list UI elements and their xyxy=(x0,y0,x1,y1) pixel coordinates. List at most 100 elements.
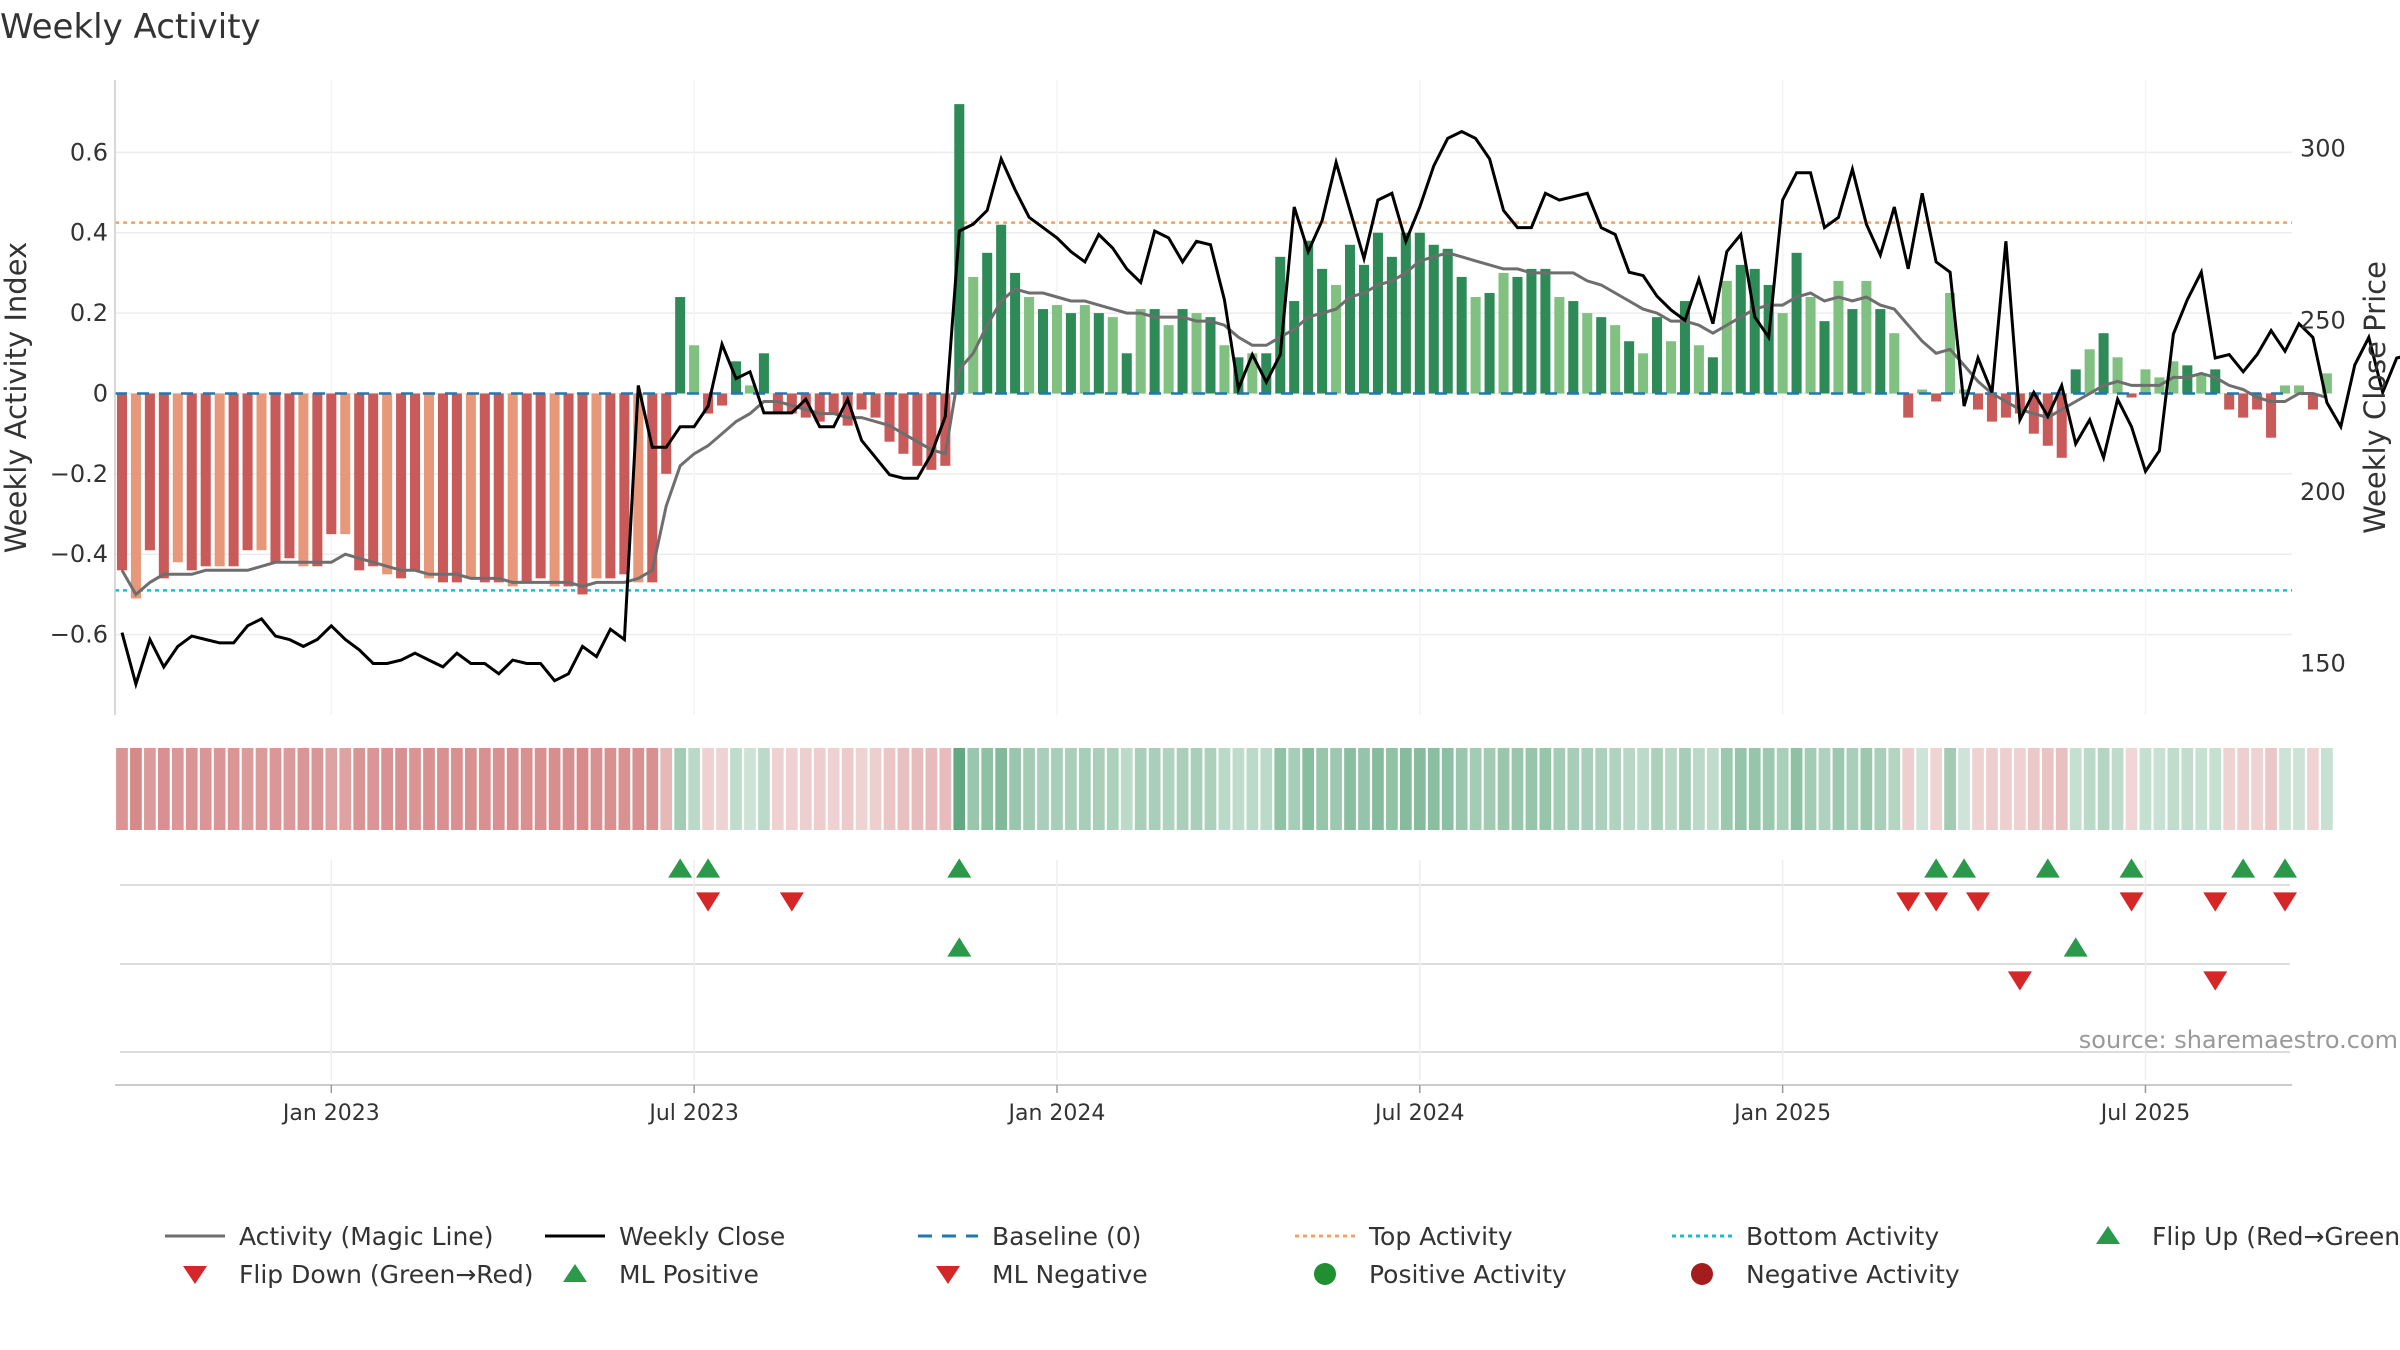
heat-strip-cell xyxy=(2069,748,2082,830)
heat-strip-cell xyxy=(716,748,728,830)
activity-bar xyxy=(1247,353,1258,394)
flip-down-marker xyxy=(779,892,804,912)
flip-marker-rows xyxy=(115,858,2298,1086)
heat-strip-cell xyxy=(1162,748,1175,830)
heat-strip-cell xyxy=(1595,748,1608,830)
heat-strip-cell xyxy=(2307,748,2319,830)
activity-bar xyxy=(2126,393,2137,398)
activity-bar xyxy=(619,393,630,575)
activity-bar xyxy=(1219,345,1230,394)
heat-strip-cell xyxy=(1316,748,1328,830)
heat-strip-cell xyxy=(576,748,589,830)
heat-strip-cell xyxy=(395,748,407,830)
heat-strip-cell xyxy=(953,748,966,830)
activity-bar xyxy=(577,393,588,595)
heat-strip-cell xyxy=(827,748,840,830)
x-tick-label: Jul 2025 xyxy=(2099,1101,2191,1126)
activity-bar xyxy=(493,393,504,583)
gridlines xyxy=(115,80,2292,715)
activity-bar xyxy=(1945,293,1956,394)
y-tick-label-left: 0 xyxy=(93,379,108,407)
legend-label: Negative Activity xyxy=(1746,1260,1960,1289)
heat-strip-cell xyxy=(1176,748,1189,830)
heat-strip-cell xyxy=(1846,748,1859,830)
heat-strip-cell xyxy=(1609,748,1622,830)
heat-strip-cell xyxy=(688,748,700,830)
flip-down-marker xyxy=(1896,892,1921,912)
activity-bar xyxy=(758,353,769,394)
activity-bar xyxy=(1233,357,1244,394)
heat-strip-cell xyxy=(157,748,170,830)
activity-bar xyxy=(228,393,239,567)
legend-item: ML Negative xyxy=(936,1260,1148,1289)
legend-triangle-down-icon xyxy=(936,1266,960,1284)
y-tick-label-left: −0.2 xyxy=(50,460,108,488)
activity-bar xyxy=(172,393,183,563)
legend-item: Activity (Magic Line) xyxy=(165,1222,493,1251)
activity-bar xyxy=(968,276,979,394)
heat-strip-cell xyxy=(213,748,226,830)
activity-bar xyxy=(1428,244,1439,394)
legend-item: Baseline (0) xyxy=(918,1222,1141,1251)
heat-strip-cell xyxy=(1092,748,1105,830)
heat-strip-cell xyxy=(813,748,826,830)
activity-bar xyxy=(1358,264,1370,394)
flip-down-marker xyxy=(2119,892,2144,912)
activity-bar xyxy=(856,393,867,410)
activity-bar xyxy=(926,393,937,470)
activity-bar xyxy=(354,393,365,571)
heat-strip-cell xyxy=(1469,748,1482,830)
activity-bar xyxy=(1721,280,1732,394)
activity-bar xyxy=(1917,389,1928,394)
heat-strip-cell xyxy=(1860,748,1873,830)
heat-strip-cell xyxy=(1302,748,1315,830)
activity-bar xyxy=(270,393,281,563)
x-axis: Jan 2023 Jul 2023 Jan 2024 Jul 2024 Jan 2025… xyxy=(281,1085,2190,1126)
activity-bar xyxy=(647,393,658,583)
heat-strip-cell xyxy=(144,748,156,830)
heat-strip-cell xyxy=(1386,748,1398,830)
heat-strip-cell xyxy=(1832,748,1845,830)
legend-circle-icon xyxy=(1691,1263,1713,1285)
heat-strip-cell xyxy=(1567,748,1580,830)
activity-bar xyxy=(828,393,839,414)
legend-item: ML Positive xyxy=(563,1260,759,1289)
activity-bar xyxy=(1275,256,1286,394)
activity-bar xyxy=(2182,365,2193,394)
series-lines xyxy=(120,129,2400,690)
flip-down-marker xyxy=(2203,892,2228,912)
activity-bar xyxy=(2307,393,2318,410)
heat-strip-cell xyxy=(297,748,310,830)
flip-up-marker xyxy=(947,858,972,878)
heat-strip-cell xyxy=(1065,748,1077,830)
heat-strip-cell xyxy=(785,748,798,830)
heat-strip-cell xyxy=(772,748,784,830)
heat-strip-cell xyxy=(2083,748,2096,830)
heat-strip-cell xyxy=(1232,748,1245,830)
legend-item: Negative Activity xyxy=(1691,1260,1960,1289)
activity-bar xyxy=(772,393,783,414)
legend-label: Flip Down (Green→Red) xyxy=(239,1260,534,1289)
activity-bar xyxy=(717,393,728,406)
activity-bar xyxy=(1051,305,1062,394)
chart-title: Weekly Activity xyxy=(0,7,261,47)
heat-strip-cell xyxy=(1623,748,1635,830)
activity-bar xyxy=(2279,385,2291,394)
heat-strip-cell xyxy=(1483,748,1496,830)
activity-bar xyxy=(535,393,546,579)
heat-strip-cell xyxy=(2167,748,2180,830)
y-tick-label-right: 150 xyxy=(2300,650,2346,678)
flip-down-marker xyxy=(2007,971,2032,991)
legend-circle-icon xyxy=(1314,1263,1336,1285)
legend-item: Top Activity xyxy=(1295,1222,1513,1251)
heat-strip-cell xyxy=(1776,748,1789,830)
activity-bar xyxy=(563,393,574,587)
activity-bar xyxy=(340,393,351,535)
heat-strip-cell xyxy=(381,748,393,830)
activity-bar xyxy=(2112,357,2123,394)
legend-item: Weekly Close xyxy=(545,1222,785,1251)
legend-label: Positive Activity xyxy=(1369,1260,1567,1289)
activity-bar xyxy=(1972,393,1984,410)
heat-strip-cell xyxy=(199,748,212,830)
activity-bar xyxy=(898,393,909,454)
